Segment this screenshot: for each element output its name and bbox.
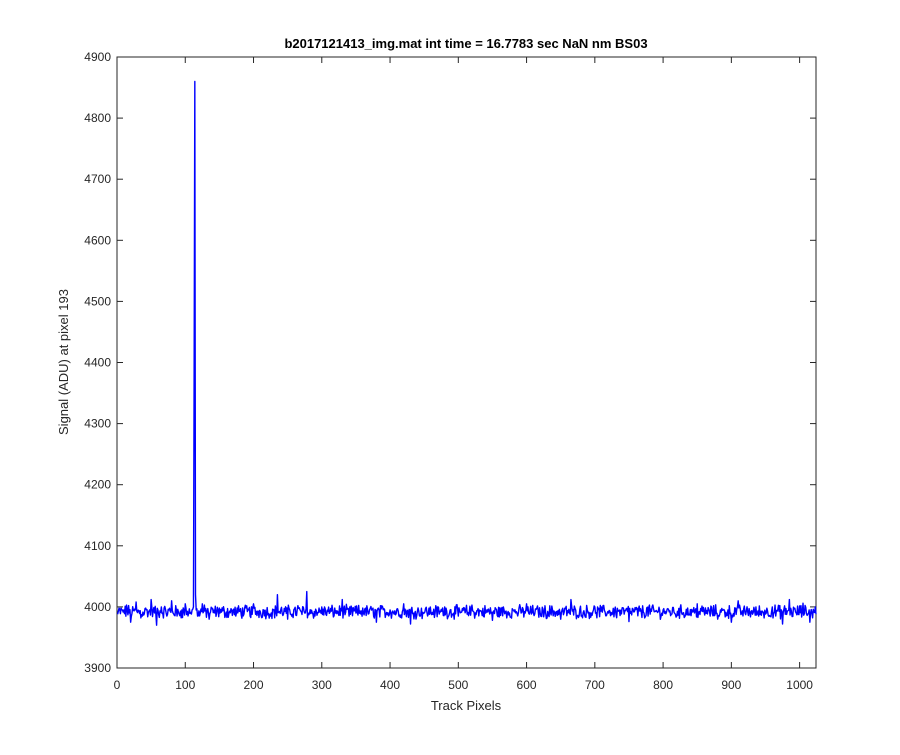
x-tick-label: 1000 bbox=[786, 678, 813, 692]
axis-ticks: 0 100 200 300 400 500 600 700 800 900 1000 3900 4000… bbox=[84, 50, 816, 692]
y-tick-label: 4100 bbox=[84, 539, 111, 553]
y-tick-label: 3900 bbox=[84, 661, 111, 675]
y-tick-label: 4200 bbox=[84, 478, 111, 492]
x-tick-label: 600 bbox=[517, 678, 537, 692]
y-tick-label: 4500 bbox=[84, 294, 111, 308]
y-tick-label: 4000 bbox=[84, 600, 111, 614]
y-axis-label: Signal (ADU) at pixel 193 bbox=[56, 289, 71, 435]
y-tick-label: 4300 bbox=[84, 417, 111, 431]
x-tick-label: 100 bbox=[175, 678, 195, 692]
y-tick-label: 4800 bbox=[84, 111, 111, 125]
y-tick-label: 4700 bbox=[84, 172, 111, 186]
plot-area bbox=[116, 56, 817, 669]
x-axis-label: Track Pixels bbox=[431, 698, 502, 713]
x-tick-label: 200 bbox=[244, 678, 264, 692]
x-tick-label: 300 bbox=[312, 678, 332, 692]
x-tick-label: 400 bbox=[380, 678, 400, 692]
y-tick-label: 4900 bbox=[84, 50, 111, 64]
x-tick-label: 900 bbox=[721, 678, 741, 692]
series-layer bbox=[116, 80, 817, 626]
y-tick-label: 4600 bbox=[84, 233, 111, 247]
series-line bbox=[116, 80, 817, 626]
x-tick-label: 0 bbox=[114, 678, 121, 692]
y-tick-label: 4400 bbox=[84, 356, 111, 370]
chart-title: b2017121413_img.mat int time = 16.7783 s… bbox=[284, 36, 647, 51]
x-tick-label: 800 bbox=[653, 678, 673, 692]
x-tick-label: 700 bbox=[585, 678, 605, 692]
x-tick-label: 500 bbox=[448, 678, 468, 692]
